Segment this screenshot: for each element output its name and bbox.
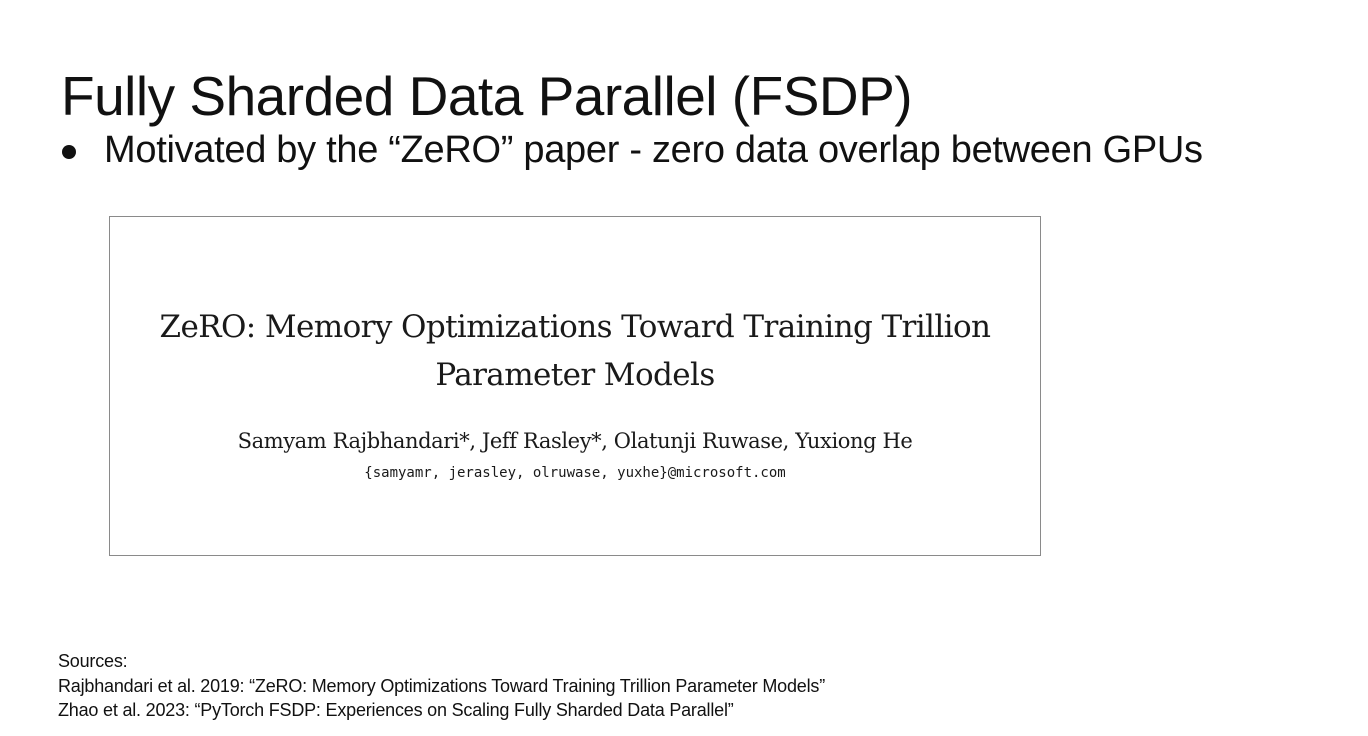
paper-title: ZeRO: Memory Optimizations Toward Traini… — [110, 303, 1040, 399]
bullet-text: Motivated by the “ZeRO” paper - zero dat… — [104, 129, 1203, 171]
bullet-dot-icon — [62, 145, 76, 159]
paper-header-image: ZeRO: Memory Optimizations Toward Traini… — [109, 216, 1041, 556]
paper-title-line-2: Parameter Models — [435, 357, 715, 393]
slide-title: Fully Sharded Data Parallel (FSDP) — [61, 64, 913, 127]
sources-section: Sources: Rajbhandari et al. 2019: “ZeRO:… — [58, 649, 825, 723]
source-item: Rajbhandari et al. 2019: “ZeRO: Memory O… — [58, 675, 825, 696]
paper-authors: Samyam Rajbhandari*, Jeff Rasley*, Olatu… — [237, 429, 913, 453]
paper-title-line-1: ZeRO: Memory Optimizations Toward Traini… — [159, 309, 991, 345]
bullet-item: Motivated by the “ZeRO” paper - zero dat… — [62, 123, 1203, 177]
paper-emails: {samyamr, jerasley, olruwase, yuxhe}@mic… — [364, 465, 786, 481]
source-item: Zhao et al. 2023: “PyTorch FSDP: Experie… — [58, 700, 734, 720]
sources-heading: Sources: — [58, 651, 128, 671]
